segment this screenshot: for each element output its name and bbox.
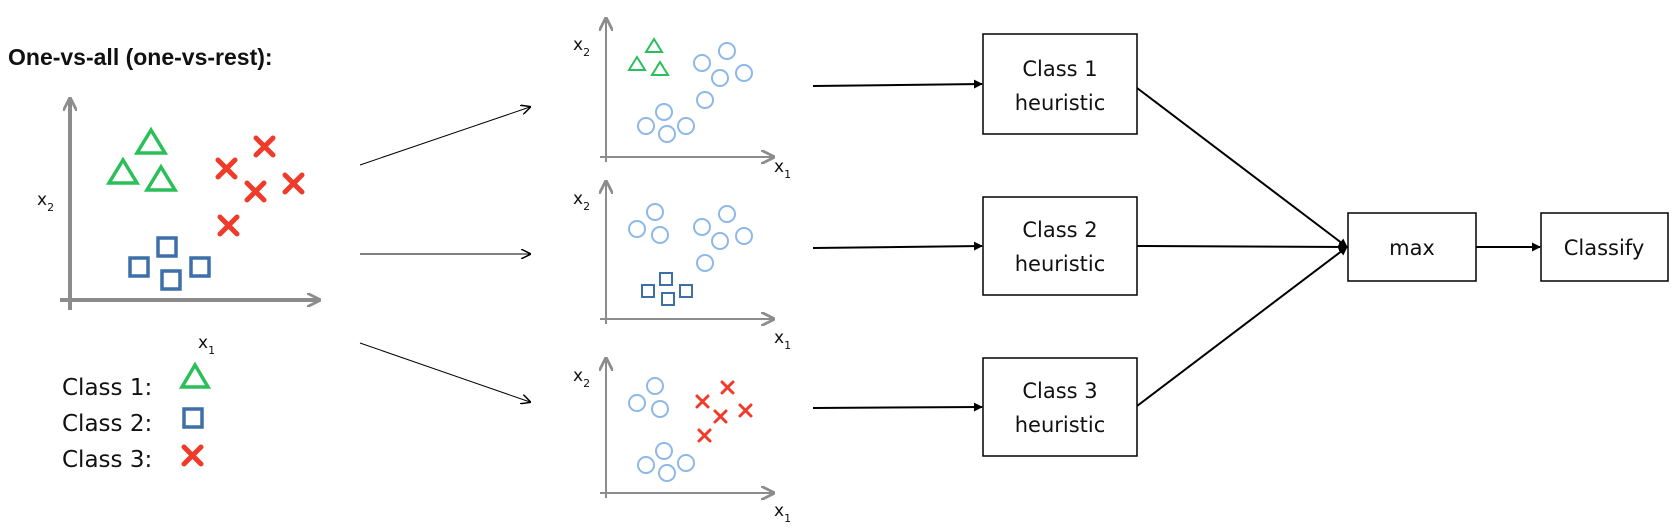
legend-class1-label: Class 1: <box>62 375 152 401</box>
diagram-title: One-vs-all (one-vs-rest): <box>8 44 273 70</box>
to-heuristic3-arrow <box>812 402 983 412</box>
rest-point <box>655 103 673 121</box>
heuristic3-to-max-arrow <box>1136 246 1348 407</box>
class1-point <box>644 37 664 53</box>
cross-icon <box>181 444 204 467</box>
sub2-x-label: x1 <box>774 328 791 352</box>
class1-point <box>650 60 670 76</box>
heuristic-box-1: Class 1 heuristic <box>982 33 1138 135</box>
class2-point <box>189 256 211 278</box>
rest-point <box>711 69 729 87</box>
sub2-y-label: x2 <box>573 189 590 213</box>
sub1-x-label: x1 <box>774 157 791 181</box>
legend: Class 1: Class 2: Class 3: <box>62 361 212 473</box>
class3-point <box>253 135 276 158</box>
sub1-y-label: x2 <box>573 35 590 59</box>
rest-point <box>651 400 669 418</box>
class1-point <box>105 156 141 185</box>
class2-point <box>679 284 693 298</box>
class2-point <box>128 256 150 278</box>
classify-label: Classify <box>1564 236 1645 260</box>
classify-box: Classify <box>1540 212 1669 282</box>
rest-point <box>637 456 655 474</box>
rest-point <box>658 464 676 482</box>
legend-class2-label: Class 2: <box>62 411 152 437</box>
class1-point <box>143 163 179 192</box>
class3-point <box>738 403 753 418</box>
heuristic-1-line1: Class 1 <box>1022 57 1097 81</box>
class3-point <box>720 380 735 395</box>
heuristic-1-line2: heuristic <box>1015 91 1106 115</box>
to-heuristic1-arrow <box>812 79 983 89</box>
class2-point <box>661 292 675 306</box>
triangle-icon <box>178 361 212 389</box>
subplot-class3: x2 x1 <box>573 360 791 525</box>
rest-point <box>696 91 714 109</box>
class3-point <box>215 157 238 180</box>
rest-point <box>735 227 753 245</box>
class3-point <box>217 214 240 237</box>
subplot-class2: x2 x1 <box>573 183 791 352</box>
rest-point <box>677 454 695 472</box>
class2-point <box>641 284 655 298</box>
heuristic1-to-max-arrow <box>1136 87 1348 248</box>
heuristic-2-line1: Class 2 <box>1022 218 1097 242</box>
legend-class3-label: Class 3: <box>62 447 152 473</box>
rest-point <box>711 232 729 250</box>
class1-point <box>627 55 647 71</box>
split-arrow-1 <box>359 107 530 166</box>
class3-point <box>697 428 712 443</box>
class2-point <box>659 272 673 286</box>
rest-point <box>651 226 669 244</box>
rest-point <box>628 394 646 412</box>
rest-point <box>677 117 695 135</box>
rest-point <box>696 254 714 272</box>
rest-point <box>693 54 711 72</box>
square-icon <box>182 407 204 429</box>
class1-point <box>133 126 169 155</box>
subplot-class1: x2 x1 <box>573 20 791 181</box>
rest-point <box>693 218 711 236</box>
rest-point <box>646 203 664 221</box>
to-heuristic2-arrow <box>812 241 983 251</box>
rest-point <box>655 442 673 460</box>
main-y-axis-label: x2 <box>37 190 54 214</box>
rest-point <box>658 125 676 143</box>
rest-point <box>718 42 736 60</box>
class3-point <box>282 172 305 195</box>
heuristic2-to-max-arrow <box>1136 242 1348 252</box>
main-x-axis-label: x1 <box>198 333 215 357</box>
heuristic-3-line1: Class 3 <box>1022 379 1097 403</box>
rest-point <box>718 205 736 223</box>
split-arrow-3 <box>359 342 530 402</box>
main-plot: x2 x1 <box>37 100 318 357</box>
rest-point <box>735 64 753 82</box>
rest-point <box>637 117 655 135</box>
class3-point <box>713 409 728 424</box>
max-label: max <box>1389 236 1435 260</box>
heuristic-2-line2: heuristic <box>1015 252 1106 276</box>
class3-point <box>244 180 267 203</box>
sub3-x-label: x1 <box>774 501 791 525</box>
class3-point <box>695 394 710 409</box>
heuristic-box-3: Class 3 heuristic <box>982 357 1138 457</box>
class2-point <box>156 236 178 258</box>
rest-point <box>646 377 664 395</box>
rest-point <box>628 220 646 238</box>
heuristic-box-2: Class 2 heuristic <box>982 196 1138 296</box>
class2-point <box>160 269 182 291</box>
heuristic-3-line2: heuristic <box>1015 413 1106 437</box>
max-box: max <box>1347 212 1477 282</box>
sub3-y-label: x2 <box>573 366 590 390</box>
